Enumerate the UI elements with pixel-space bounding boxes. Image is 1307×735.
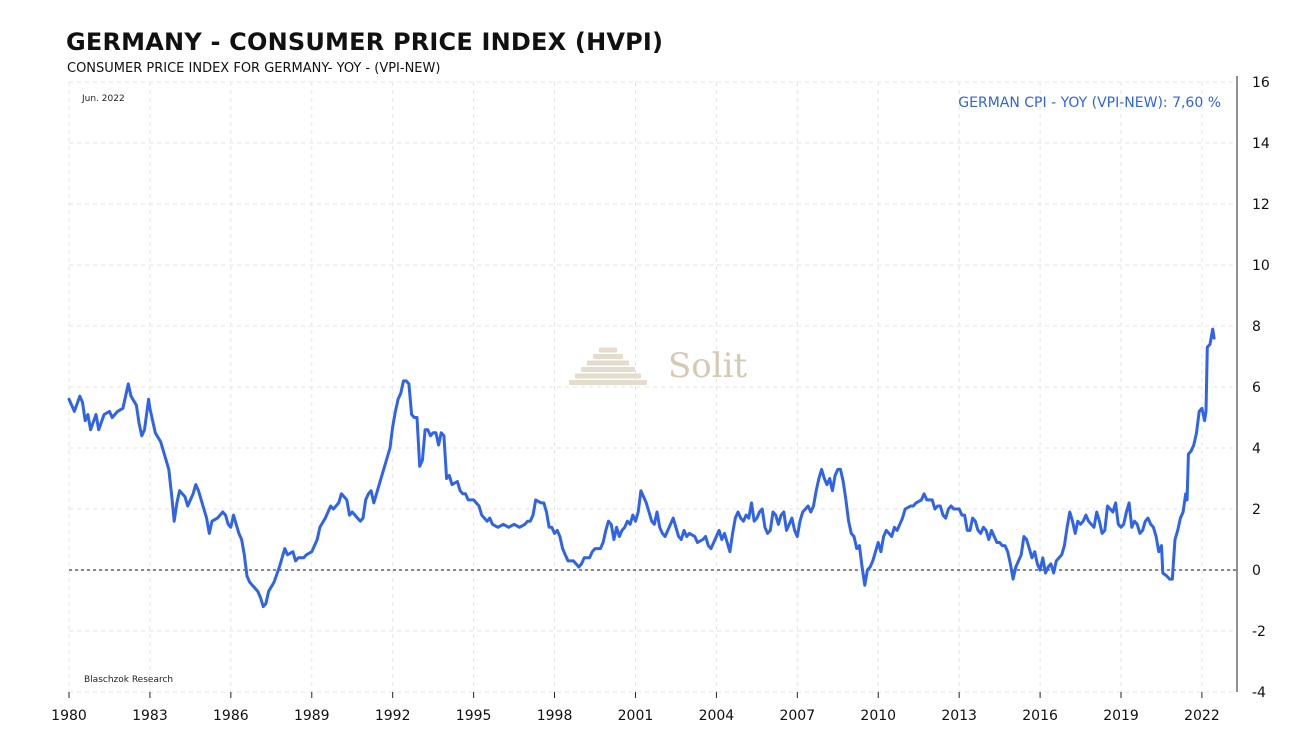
- x-tick-label: 1989: [294, 708, 330, 724]
- x-tick-label: 1986: [213, 708, 249, 724]
- x-tick-label: 2001: [618, 708, 654, 724]
- x-tick-label: 2022: [1184, 708, 1220, 724]
- solit-watermark: Solit: [569, 346, 748, 386]
- axes: -4 -2 0 2 4 6 8 10 12 14 16 1980 1983 1986 1989 1992 199…: [51, 75, 1270, 724]
- watermark-text: Solit: [668, 346, 748, 386]
- y-tick-label: 16: [1252, 75, 1270, 91]
- grid: [68, 81, 1237, 693]
- x-tick-label: 1998: [537, 708, 573, 724]
- date-note: Jun. 2022: [81, 94, 125, 104]
- y-tick-label: 2: [1252, 502, 1261, 518]
- x-tick-label: 1995: [456, 708, 492, 724]
- x-tick-label: 2013: [941, 708, 977, 724]
- x-tick-label: 1992: [375, 708, 411, 724]
- x-tick-label: 2019: [1103, 708, 1139, 724]
- y-tick-label: -2: [1252, 624, 1266, 640]
- watermark-logo-bar: [581, 367, 635, 372]
- y-tick-label: 14: [1252, 136, 1270, 152]
- x-tick-label: 1983: [132, 708, 168, 724]
- watermark-logo-bar: [569, 380, 647, 385]
- y-tick-label: 6: [1252, 380, 1261, 396]
- x-tick-label: 2016: [1022, 708, 1058, 724]
- y-tick-label: 8: [1252, 319, 1261, 335]
- watermark-logo-bar: [587, 360, 629, 366]
- y-tick-label: 10: [1252, 258, 1270, 274]
- series-layer: [67, 327, 1216, 609]
- watermark-logo-bar: [599, 347, 617, 353]
- y-tick-label: 12: [1252, 197, 1270, 213]
- x-tick-label: 2004: [699, 708, 735, 724]
- legend-label: GERMAN CPI - YOY (VPI-NEW): 7,60 %: [958, 95, 1221, 111]
- x-tick-label: 1980: [51, 708, 87, 724]
- y-tick-label: 0: [1252, 563, 1261, 579]
- x-tick-label: 2010: [860, 708, 896, 724]
- watermark-logo-bar: [575, 373, 641, 379]
- y-tick-label: 4: [1252, 441, 1261, 457]
- source-note: Blaschzok Research: [84, 675, 173, 685]
- x-tick-label: 2007: [779, 708, 815, 724]
- y-tick-label: -4: [1252, 685, 1266, 701]
- watermark-logo-bar: [593, 354, 623, 359]
- chart-subtitle: CONSUMER PRICE INDEX FOR GERMANY- YOY - …: [67, 61, 441, 76]
- chart-title: GERMANY - CONSUMER PRICE INDEX (HVPI): [66, 28, 664, 56]
- cpi-series-line: [67, 327, 1216, 609]
